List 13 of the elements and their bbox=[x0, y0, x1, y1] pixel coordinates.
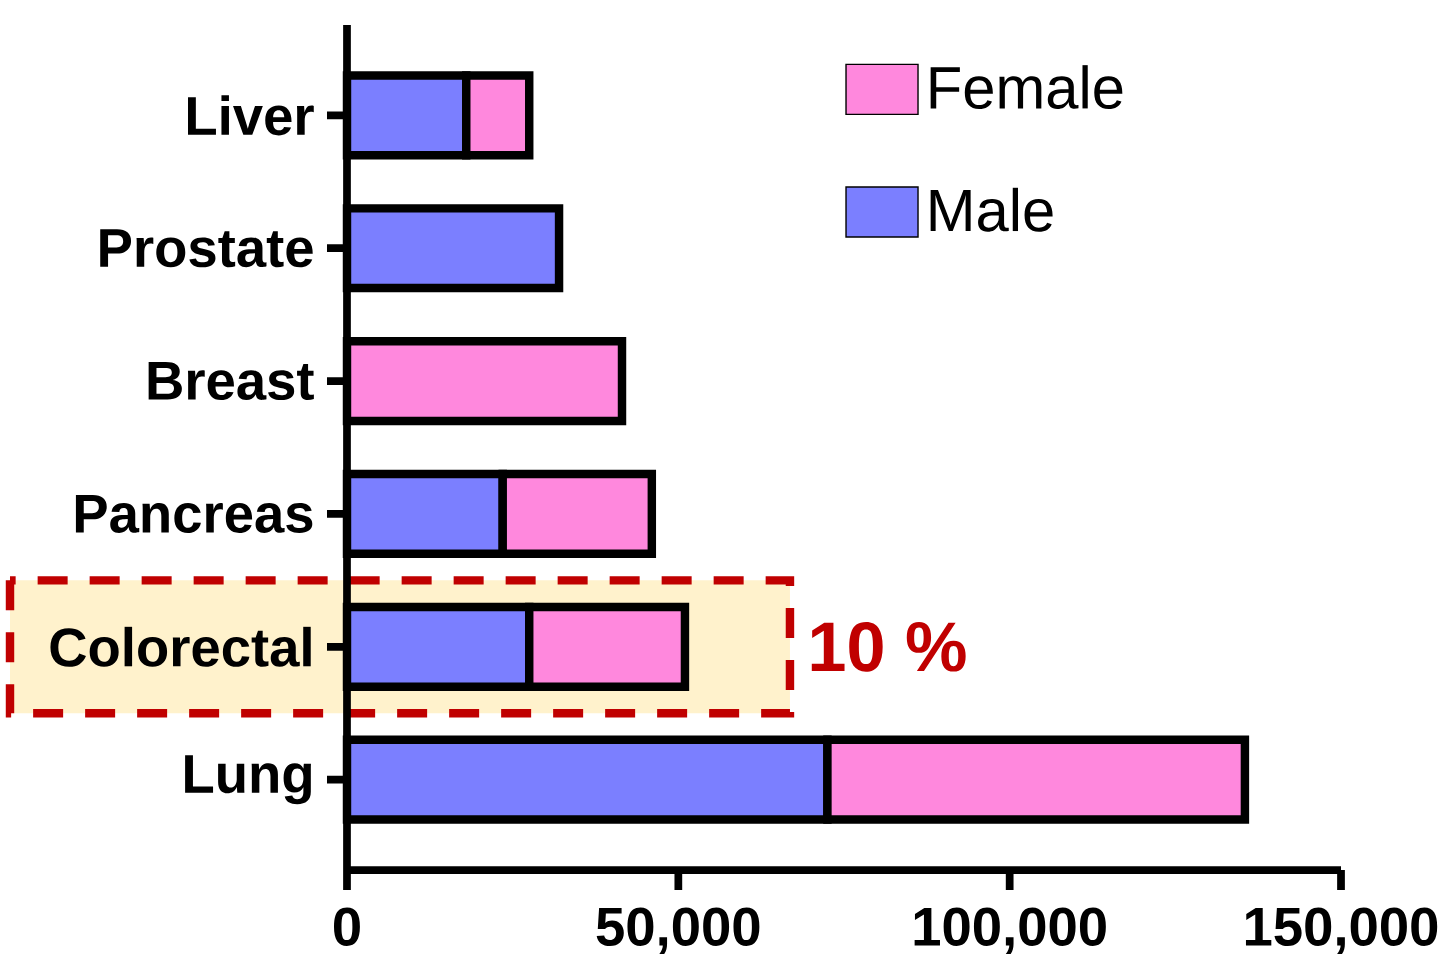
legend-label: Male bbox=[930, 187, 1053, 232]
y-tick-label: Breast bbox=[148, 362, 314, 401]
x-tick-label: 0 bbox=[334, 907, 360, 947]
y-tick-label: Colorectal bbox=[50, 626, 311, 667]
y-tick-label: Prostate bbox=[100, 229, 313, 268]
y-tick-label: Pancreas bbox=[75, 494, 313, 533]
x-tick-label: 100,000 bbox=[914, 907, 1106, 954]
band-label: 10 % bbox=[811, 621, 966, 672]
legend-label: Female bbox=[930, 65, 1123, 110]
y-tick-label: Liver bbox=[188, 95, 314, 136]
x-tick-label: 50,000 bbox=[596, 907, 760, 954]
y-tick-label: Lung bbox=[185, 755, 311, 805]
x-tick-label: 150,000 bbox=[1245, 907, 1438, 954]
